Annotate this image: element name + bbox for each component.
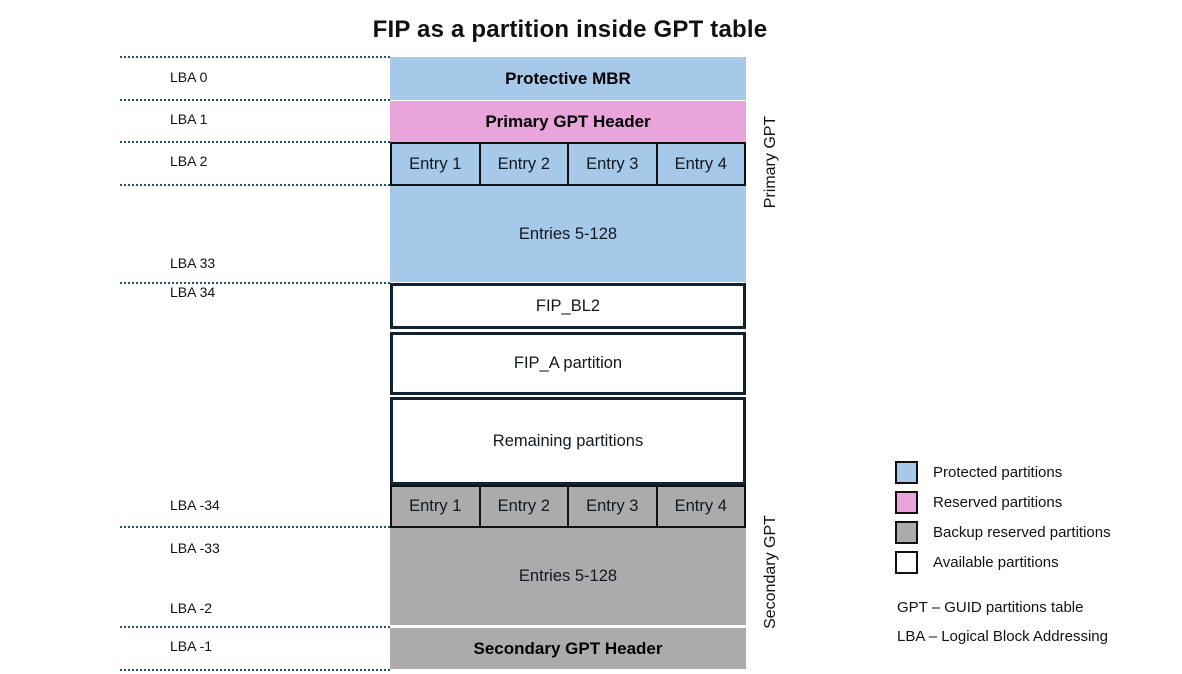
block-fip-bl2: FIP_BL2 bbox=[390, 283, 746, 329]
lba-boundary-dotted-line bbox=[120, 669, 390, 671]
legend-swatch-protected bbox=[895, 461, 918, 484]
legend-label: Available partitions bbox=[933, 554, 1059, 571]
abbreviation-gpt: GPT – GUID partitions table bbox=[897, 599, 1084, 616]
lba-label: LBA 0 bbox=[170, 69, 208, 85]
entry-cell: Entry 4 bbox=[674, 154, 727, 173]
legend-label: Backup reserved partitions bbox=[933, 524, 1111, 541]
block-entries-5-128-secondary: Entries 5-128 bbox=[390, 528, 746, 625]
secondary-gpt-side-label: Secondary GPT bbox=[762, 515, 779, 629]
block-fip-a-partition: FIP_A partition bbox=[390, 332, 746, 395]
entry-row-secondary: Entry 1 Entry 2 Entry 3 Entry 4 bbox=[390, 485, 746, 528]
lba-boundary-dotted-line bbox=[120, 99, 390, 101]
entry-cell: Entry 3 bbox=[569, 144, 658, 184]
legend-label: Reserved partitions bbox=[933, 494, 1063, 511]
lba-label: LBA -1 bbox=[170, 638, 213, 654]
block-primary-gpt-header: Primary GPT Header bbox=[390, 101, 746, 142]
primary-gpt-side-label: Primary GPT bbox=[762, 115, 779, 209]
entry-row-primary: Entry 1 Entry 2 Entry 3 Entry 4 bbox=[390, 142, 746, 186]
entry-cell: Entry 3 bbox=[569, 487, 658, 526]
entry-cell: Entry 1 bbox=[392, 144, 481, 184]
lba-boundary-dotted-line bbox=[120, 141, 390, 143]
lba-label: LBA -2 bbox=[170, 600, 213, 616]
entry-cell: Entry 2 bbox=[481, 144, 569, 184]
legend-swatch-backup-reserved bbox=[895, 521, 918, 544]
legend-swatch-available bbox=[895, 551, 918, 574]
lba-label: LBA 2 bbox=[170, 153, 208, 169]
lba-boundary-dotted-line bbox=[120, 282, 390, 284]
block-secondary-gpt-header: Secondary GPT Header bbox=[390, 628, 746, 669]
diagram-title: FIP as a partition inside GPT table bbox=[372, 16, 768, 43]
block-entries-5-128-primary: Entries 5-128 bbox=[390, 186, 746, 282]
legend-swatch-reserved bbox=[895, 491, 918, 514]
lba-label: LBA 34 bbox=[170, 284, 216, 300]
lba-label: LBA -34 bbox=[170, 497, 220, 513]
block-remaining-partitions: Remaining partitions bbox=[390, 397, 746, 485]
lba-label: LBA -33 bbox=[170, 540, 220, 556]
entry-cell: Entry 2 bbox=[481, 487, 569, 526]
block-protective-mbr: Protective MBR bbox=[390, 57, 746, 100]
lba-label: LBA 1 bbox=[170, 111, 208, 127]
lba-boundary-dotted-line bbox=[120, 56, 390, 58]
legend-label: Protected partitions bbox=[933, 464, 1063, 481]
lba-label: LBA 33 bbox=[170, 255, 216, 271]
lba-boundary-dotted-line bbox=[120, 626, 390, 628]
lba-boundary-dotted-line bbox=[120, 526, 390, 528]
entry-cell: Entry 1 bbox=[392, 487, 481, 526]
entry-cell: Entry 4 bbox=[674, 497, 727, 515]
abbreviation-lba: LBA – Logical Block Addressing bbox=[897, 628, 1108, 645]
lba-boundary-dotted-line bbox=[120, 184, 390, 186]
